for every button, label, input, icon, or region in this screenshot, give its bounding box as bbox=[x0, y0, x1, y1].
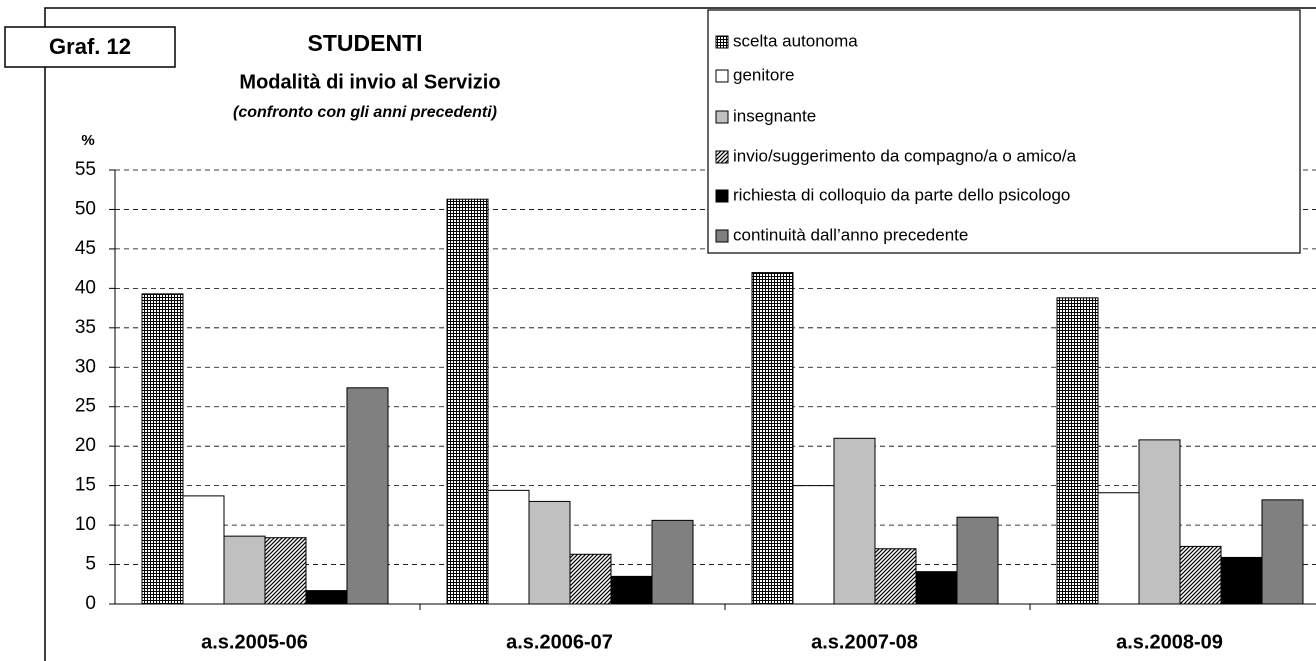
legend-label: invio/suggerimento da compagno/a o amico… bbox=[733, 146, 1077, 165]
y-axis-label: % bbox=[81, 132, 94, 149]
legend-label: genitore bbox=[733, 65, 794, 84]
bar bbox=[1220, 556, 1263, 605]
bar bbox=[446, 198, 489, 605]
bar bbox=[223, 535, 266, 605]
bar bbox=[569, 553, 612, 605]
chart-note: (confronto con gli anni precedenti) bbox=[233, 104, 497, 121]
legend-swatch bbox=[715, 189, 729, 203]
y-tick-label: 45 bbox=[75, 238, 96, 259]
x-tick-label: a.s.2006-07 bbox=[506, 631, 613, 653]
legend-box bbox=[707, 9, 1301, 254]
bar bbox=[528, 500, 571, 605]
bar bbox=[1097, 492, 1140, 605]
legend-swatch bbox=[715, 150, 729, 164]
legend-swatch bbox=[715, 110, 729, 124]
y-tick-label: 0 bbox=[85, 593, 96, 614]
bar bbox=[487, 489, 530, 605]
bar bbox=[264, 537, 307, 605]
y-tick-label: 20 bbox=[75, 435, 96, 456]
bar bbox=[346, 387, 389, 605]
bar bbox=[182, 495, 225, 605]
bar bbox=[792, 485, 835, 605]
frame bbox=[44, 7, 1316, 661]
y-tick-label: 30 bbox=[75, 356, 96, 377]
legend-label: scelta autonoma bbox=[733, 31, 858, 50]
legend-label: continuità dall’anno precedente bbox=[733, 225, 968, 244]
bar bbox=[1056, 297, 1099, 605]
y-tick-label: 15 bbox=[75, 475, 96, 496]
chart-subtitle: Modalità di invio al Servizio bbox=[239, 71, 500, 93]
y-tick-label: 55 bbox=[75, 159, 96, 180]
bar bbox=[915, 571, 958, 605]
legend-swatch bbox=[715, 69, 729, 83]
bar bbox=[651, 519, 694, 605]
legend-label: richiesta di colloquio da parte dello ps… bbox=[733, 185, 1070, 204]
bar bbox=[751, 272, 794, 605]
chart-label: Graf. 12 bbox=[49, 34, 131, 59]
y-tick-label: 5 bbox=[85, 554, 96, 575]
bar bbox=[956, 516, 999, 605]
x-tick-label: a.s.2005-06 bbox=[201, 631, 308, 653]
y-tick-label: 50 bbox=[75, 198, 96, 219]
bar bbox=[1138, 439, 1181, 605]
bar bbox=[1179, 545, 1222, 605]
legend-swatch bbox=[715, 35, 729, 49]
bar bbox=[833, 437, 876, 605]
bar bbox=[1261, 499, 1304, 605]
bar bbox=[141, 293, 184, 605]
legend-label: insegnante bbox=[733, 106, 816, 125]
label-box bbox=[4, 26, 176, 68]
x-tick-label: a.s.2007-08 bbox=[811, 631, 918, 653]
x-tick-label: a.s.2008-09 bbox=[1116, 631, 1223, 653]
y-tick-label: 10 bbox=[75, 514, 96, 535]
legend-swatch bbox=[715, 229, 729, 243]
y-tick-label: 35 bbox=[75, 317, 96, 338]
bar bbox=[305, 590, 348, 605]
bar bbox=[610, 575, 653, 605]
bar bbox=[874, 548, 917, 605]
y-tick-label: 40 bbox=[75, 277, 96, 298]
y-tick-label: 25 bbox=[75, 396, 96, 417]
chart-title: STUDENTI bbox=[308, 30, 423, 56]
